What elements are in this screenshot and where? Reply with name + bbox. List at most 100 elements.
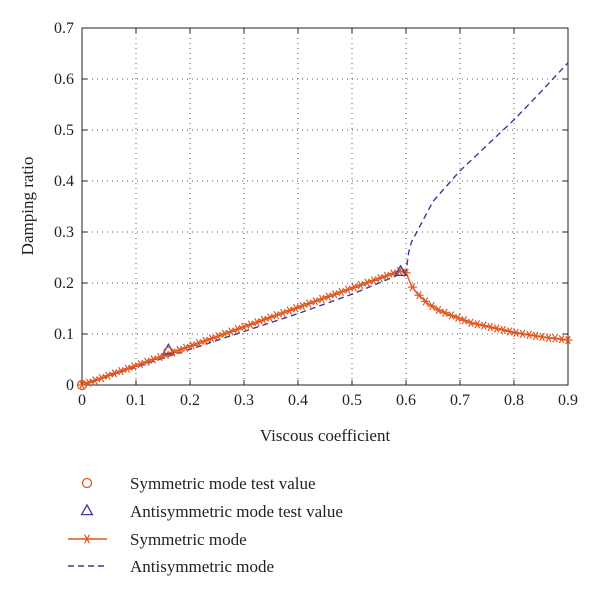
- x-tick-label: 0.1: [126, 392, 146, 409]
- symmetric-mode-marker: [200, 336, 210, 346]
- y-tick-label: 0.1: [54, 326, 74, 343]
- symmetric-mode-marker: [207, 334, 217, 343]
- symmetric-mode-marker: [213, 331, 223, 341]
- y-tick-label: 0.4: [54, 173, 74, 190]
- symmetric-mode-marker: [518, 329, 528, 339]
- symmetric-mode-marker: [531, 331, 541, 341]
- symmetric-mode-marker: [77, 380, 87, 390]
- symmetric-mode-marker: [155, 352, 165, 362]
- symmetric-mode-marker: [129, 362, 139, 371]
- x-tick-label: 0.9: [558, 392, 578, 409]
- symmetric-mode-marker: [103, 371, 113, 380]
- x-tick-label: 0.2: [180, 392, 200, 409]
- x-tick-label: 0.5: [342, 392, 362, 409]
- symmetric-mode-marker: [310, 297, 320, 306]
- x-tick-label: 0.6: [396, 392, 416, 409]
- symmetric-mode-marker: [414, 291, 424, 300]
- x-axis-label: Viscous coefficient: [260, 426, 391, 445]
- symmetric-mode-marker: [336, 287, 346, 297]
- x-tick-label: 0.8: [504, 392, 524, 409]
- symmetric-mode-marker: [142, 357, 152, 366]
- x-tick-label: 0.7: [450, 392, 470, 409]
- symmetric-mode-marker: [511, 328, 521, 338]
- legend-label: Symmetric mode: [130, 530, 247, 549]
- x-tick-label: 0.4: [288, 392, 308, 409]
- symmetric-mode-marker: [472, 320, 482, 329]
- symmetric-mode-marker: [220, 329, 230, 339]
- symmetric-mode-marker: [440, 308, 450, 317]
- series-layer: [76, 62, 573, 391]
- symmetric-mode-marker: [284, 306, 294, 315]
- symmetric-mode-marker: [544, 333, 554, 342]
- symmetric-mode-marker: [174, 345, 184, 355]
- symmetric-mode-marker: [226, 327, 236, 336]
- series-line-antisymmetric-mode: [81, 62, 569, 386]
- symmetric-mode-marker: [505, 327, 515, 336]
- symmetric-mode-marker: [427, 301, 437, 311]
- y-axis-label: Damping ratio: [18, 157, 37, 256]
- symmetric-test-point: [163, 346, 174, 358]
- symmetric-mode-marker: [317, 294, 327, 304]
- symmetric-mode-marker: [181, 343, 191, 352]
- legend-label: Antisymmetric mode: [130, 557, 274, 576]
- symmetric-mode-marker: [252, 318, 262, 327]
- symmetric-mode-marker: [557, 335, 567, 344]
- symmetric-mode-marker: [291, 304, 301, 313]
- symmetric-mode-marker: [161, 350, 171, 359]
- symmetric-mode-marker: [304, 299, 314, 308]
- symmetric-mode-marker: [297, 301, 307, 311]
- symmetric-mode-marker: [356, 280, 366, 290]
- symmetric-mode-marker: [563, 335, 573, 345]
- symmetric-mode-marker: [395, 266, 405, 276]
- symmetric-mode-marker: [537, 332, 547, 342]
- symmetric-mode-marker: [245, 320, 255, 329]
- symmetric-mode-marker: [498, 325, 508, 335]
- symmetric-mode-marker: [362, 278, 372, 287]
- symmetric-mode-marker: [466, 318, 476, 327]
- y-tick-label: 0.2: [54, 275, 74, 292]
- symmetric-mode-marker: [278, 308, 288, 318]
- x-tick-label: 0.3: [234, 392, 254, 409]
- legend-icon-circle: [81, 477, 93, 489]
- antisymmetric-test-point: [394, 264, 408, 277]
- symmetric-mode-marker: [524, 330, 534, 340]
- symmetric-mode-marker: [239, 322, 249, 332]
- antisymmetric-test-point: [161, 342, 175, 355]
- symmetric-mode-marker: [90, 376, 100, 385]
- symmetric-mode-marker: [116, 366, 126, 376]
- grid: [82, 28, 568, 385]
- symmetric-mode-marker: [194, 338, 204, 348]
- legend-label: Antisymmetric mode test value: [130, 502, 343, 521]
- symmetric-mode-marker: [135, 359, 145, 369]
- symmetric-mode-marker: [187, 341, 197, 350]
- symmetric-mode-marker: [343, 285, 353, 294]
- symmetric-mode-marker: [420, 297, 430, 306]
- plot-frame: [81, 27, 569, 386]
- symmetric-mode-marker: [407, 282, 417, 292]
- y-tick-label: 0.5: [54, 122, 74, 139]
- symmetric-mode-marker: [96, 373, 106, 383]
- y-axis-ticks: 0 0.1 0.2 0.3 0.4 0.5 0.6 0.7: [54, 20, 568, 394]
- symmetric-mode-marker: [453, 313, 463, 323]
- symmetric-mode-marker: [492, 324, 502, 333]
- symmetric-mode-marker: [271, 311, 281, 320]
- legend-label: Symmetric mode test value: [130, 474, 316, 493]
- symmetric-mode-marker: [258, 315, 268, 325]
- symmetric-mode-marker: [375, 273, 385, 283]
- symmetric-mode-marker: [459, 316, 469, 325]
- symmetric-mode-marker: [349, 283, 359, 292]
- series-line-symmetric-mode: [81, 270, 569, 386]
- symmetric-mode-marker: [382, 271, 392, 280]
- y-tick-label: 0: [66, 377, 74, 394]
- symmetric-mode-marker: [233, 324, 243, 334]
- y-tick-label: 0.3: [54, 224, 74, 241]
- symmetric-mode-marker: [109, 369, 119, 378]
- symmetric-mode-marker: [446, 311, 456, 320]
- symmetric-mode-marker: [479, 321, 489, 330]
- x-tick-label: 0: [78, 392, 86, 409]
- symmetric-mode-marker: [323, 292, 333, 301]
- symmetric-mode-marker: [369, 276, 379, 285]
- x-axis-ticks: 0 0.1 0.2 0.3 0.4 0.5 0.6 0.7 0.8 0.9: [78, 28, 578, 409]
